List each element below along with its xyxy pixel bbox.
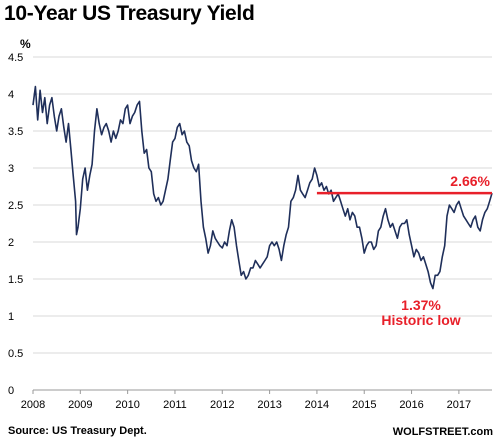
x-tick-label: 2011 (163, 399, 187, 411)
y-tick-label: 1.5 (8, 274, 23, 286)
x-tick-label: 2015 (352, 399, 376, 411)
y-tick-label: 4 (8, 89, 14, 101)
y-tick-label: 3.5 (8, 126, 23, 138)
y-axis-unit: % (20, 37, 31, 51)
brand-watermark: WOLFSTREET.com (392, 426, 493, 438)
y-tick-label: 0 (8, 385, 14, 397)
x-tick-label: 2013 (257, 399, 281, 411)
y-tick-label: 2 (8, 237, 14, 249)
source-note: Source: US Treasury Dept. (8, 425, 147, 437)
annotation-label: Historic low (381, 312, 460, 328)
y-tick-label: 3 (8, 163, 14, 175)
chart-title: 10-Year US Treasury Yield (4, 2, 255, 25)
y-tick-label: 4.5 (8, 52, 23, 64)
x-tick-label: 2014 (305, 399, 329, 411)
y-tick-label: 0.5 (8, 348, 23, 360)
y-tick-label: 1 (8, 311, 14, 323)
x-tick-label: 2008 (21, 399, 45, 411)
y-tick-label: 2.5 (8, 200, 23, 212)
x-tick-label: 2016 (399, 399, 423, 411)
x-tick-label: 2012 (210, 399, 234, 411)
series-line (32, 85, 493, 290)
x-tick-label: 2010 (115, 399, 139, 411)
annotation-label: 1.37% (401, 297, 441, 313)
x-tick-label: 2017 (447, 399, 471, 411)
x-tick-label: 2009 (68, 399, 92, 411)
reference-line-label: 2.66% (450, 173, 490, 189)
